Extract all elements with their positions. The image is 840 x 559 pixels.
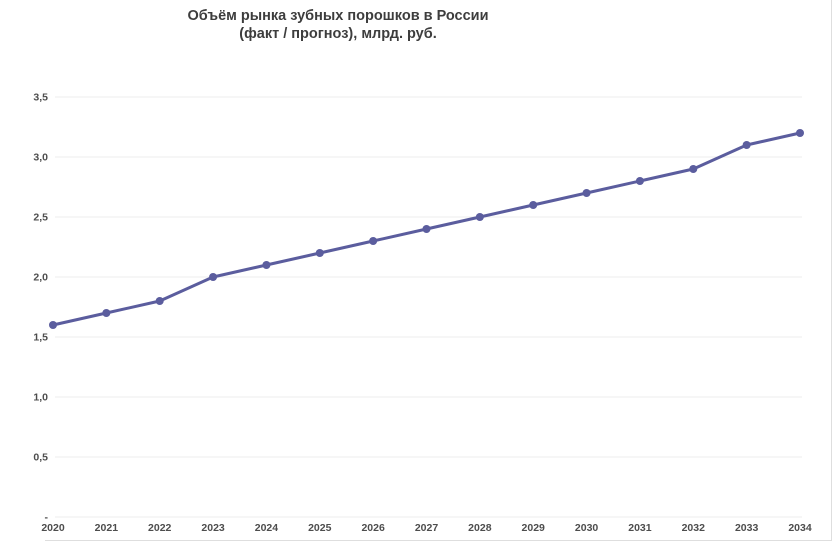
x-tick-label: 2029 [522, 522, 546, 534]
data-point [49, 321, 57, 329]
y-tick-label: 1,0 [33, 392, 48, 404]
y-tick-label: 3,0 [33, 152, 48, 164]
y-tick-label: 0,5 [33, 452, 48, 464]
data-point [155, 297, 164, 305]
x-tick-label: 2027 [415, 522, 439, 534]
x-tick-label: 2023 [201, 522, 225, 534]
data-point [209, 273, 218, 281]
chart-title-line-2: (факт / прогноз), млрд. руб. [239, 26, 437, 42]
x-tick-label: 2031 [628, 522, 652, 534]
data-point [262, 261, 271, 269]
y-tick-label: 1,5 [33, 332, 48, 344]
x-tick-label: 2033 [735, 522, 759, 534]
x-tick-label: 2020 [41, 522, 65, 534]
data-point [369, 237, 378, 245]
x-tick-label: 2026 [361, 522, 385, 534]
data-point [742, 141, 751, 149]
data-point [529, 201, 538, 209]
frame-border-right [831, 0, 832, 541]
y-tick-label: 2,5 [33, 212, 48, 224]
x-tick-label: 2028 [468, 522, 492, 534]
y-tick-label: - [45, 512, 49, 524]
y-tick-label: 3,5 [33, 92, 48, 104]
data-point [315, 249, 324, 257]
x-tick-label: 2022 [148, 522, 172, 534]
data-point [475, 213, 484, 221]
data-point [102, 309, 111, 317]
x-tick-label: 2034 [788, 522, 812, 534]
data-point [635, 177, 644, 185]
data-point [796, 129, 804, 137]
chart-title: Объём рынка зубных порошков в России (фа… [0, 7, 676, 43]
data-point [582, 189, 591, 197]
y-tick-label: 2,0 [33, 272, 48, 284]
x-tick-label: 2024 [255, 522, 279, 534]
x-tick-label: 2032 [682, 522, 706, 534]
x-tick-label: 2025 [308, 522, 332, 534]
x-tick-label: 2030 [575, 522, 599, 534]
frame-border-bottom [45, 540, 832, 541]
data-point [422, 225, 431, 233]
data-point [689, 165, 698, 173]
x-tick-label: 2021 [95, 522, 119, 534]
chart-title-line-1: Объём рынка зубных порошков в России [187, 8, 489, 24]
